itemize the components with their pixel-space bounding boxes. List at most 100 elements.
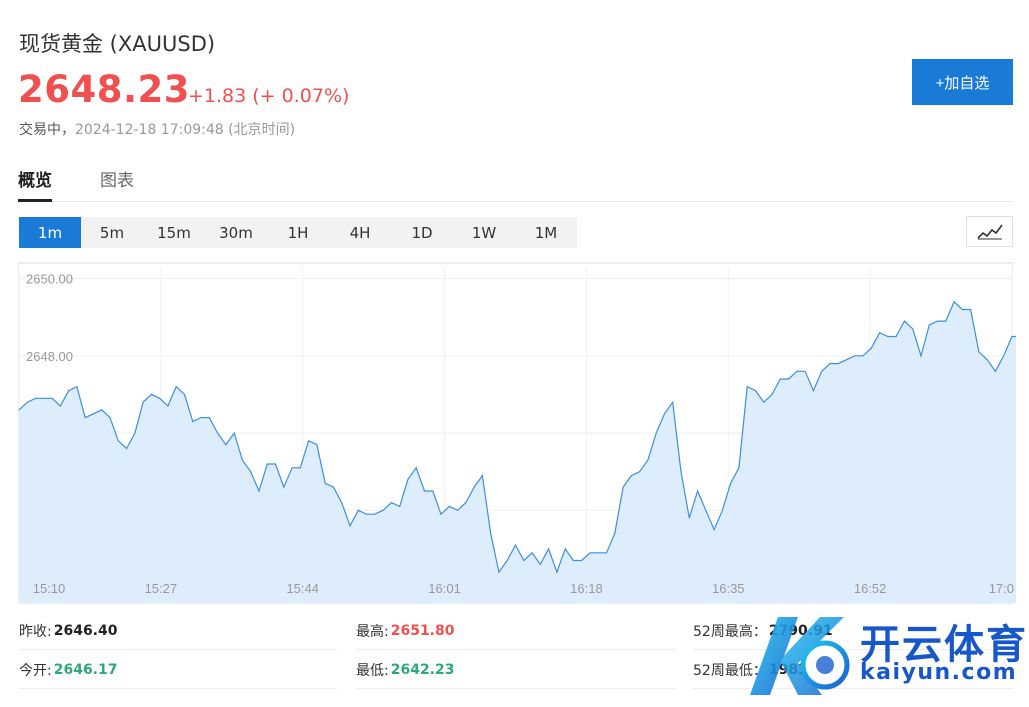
price-point [399, 505, 401, 507]
price-point [531, 552, 533, 554]
price-point [788, 378, 790, 380]
price-point [514, 544, 517, 546]
chart-type-button[interactable] [966, 216, 1013, 247]
price-point [498, 571, 500, 573]
period-1mo[interactable]: 1M [534, 223, 558, 242]
tab-chart[interactable]: 图表 [100, 171, 134, 191]
open-value: 2646.17 [53, 661, 118, 678]
price-point [746, 386, 748, 388]
price-point [688, 517, 690, 519]
period-30m[interactable]: 30m [219, 223, 253, 242]
price-point [895, 335, 897, 338]
price-point [117, 440, 119, 442]
price-point [250, 471, 252, 473]
prev-close-label: 昨收: [19, 623, 52, 640]
price-point [26, 401, 28, 403]
watermark-title: 开云体育 [860, 622, 1028, 668]
price-point [84, 417, 86, 419]
price-change: +1.83 (+ 0.07%) [188, 85, 350, 107]
stat-high: 最高: 2651.80 [356, 612, 676, 650]
price-point [440, 513, 442, 515]
price-point [854, 355, 856, 357]
price-point [771, 393, 773, 395]
current-price: 2648.23 [18, 68, 191, 111]
price-point [357, 509, 359, 511]
price-point [763, 401, 765, 403]
price-point [43, 397, 45, 399]
price-point [92, 413, 95, 415]
price-chart: 2650.002648.002646.002644.002642.0015:10… [18, 262, 1016, 604]
price-point [581, 559, 583, 562]
price-point [647, 459, 649, 461]
x-tick-label: 16:35 [712, 581, 745, 596]
price-point [705, 509, 707, 511]
price-point [506, 559, 508, 562]
low-value: 2642.23 [390, 661, 455, 678]
period-1m[interactable]: 1m [19, 217, 81, 248]
price-point [76, 386, 78, 388]
price-point [945, 320, 947, 322]
period-1d[interactable]: 1D [411, 223, 433, 242]
period-15m[interactable]: 15m [157, 223, 191, 242]
trading-status: 交易中，2024-12-18 17:09:48 (北京时间) [19, 119, 295, 139]
stat-low: 最低: 2642.23 [356, 651, 676, 689]
price-point [564, 548, 566, 550]
price-point [614, 532, 616, 535]
high-label: 最高: [356, 623, 389, 640]
add-watchlist-button[interactable]: +加自选 [912, 59, 1013, 105]
period-5m[interactable]: 5m [99, 223, 125, 242]
price-point [713, 529, 715, 531]
price-point [407, 478, 409, 480]
price-point [953, 301, 955, 303]
price-point [936, 320, 939, 322]
period-1h[interactable]: 1H [287, 223, 309, 242]
week52-low-label: 52周最低： [693, 662, 767, 679]
tab-overview[interactable]: 概览 [18, 166, 52, 202]
price-point [986, 359, 988, 361]
price-point [663, 413, 666, 415]
price-point [589, 552, 591, 554]
price-point [655, 432, 657, 434]
price-point [51, 397, 53, 399]
price-point [978, 351, 980, 353]
price-point [887, 335, 889, 338]
x-tick-label: 16:52 [854, 581, 887, 596]
price-point [308, 440, 310, 442]
price-point [754, 390, 757, 392]
price-point [812, 390, 815, 392]
stat-open: 今开: 2646.17 [19, 651, 337, 689]
price-point [837, 363, 839, 365]
price-point [183, 393, 186, 395]
price-point [862, 355, 864, 357]
y-tick-label: 2650.00 [26, 272, 73, 287]
price-point [672, 401, 674, 403]
price-point [233, 432, 235, 434]
price-point [804, 370, 806, 372]
period-4h[interactable]: 4H [349, 223, 371, 242]
price-point [432, 490, 434, 492]
price-point [597, 552, 599, 554]
price-chart-svg: 2650.002648.002646.002644.002642.0015:10… [18, 263, 1016, 604]
y-tick-label: 2648.00 [26, 349, 73, 364]
week52-high-label: 52周最高： [693, 623, 767, 640]
price-point [134, 432, 136, 434]
price-point [845, 359, 848, 361]
price-point [159, 397, 161, 399]
price-point [680, 471, 682, 473]
x-tick-label: 15:10 [33, 581, 66, 596]
period-1w[interactable]: 1W [471, 223, 497, 242]
price-point [382, 509, 384, 511]
price-point [961, 308, 963, 311]
price-point [374, 513, 376, 515]
stat-prev-close: 昨收: 2646.40 [19, 612, 337, 650]
price-point [928, 324, 930, 326]
price-point [324, 482, 326, 484]
price-point [605, 552, 608, 554]
price-point [142, 401, 144, 403]
price-point [365, 513, 368, 515]
x-tick-label: 16:18 [570, 581, 603, 596]
price-point [200, 417, 202, 419]
price-point [1011, 335, 1013, 338]
tab-bar: 概览 图表 [18, 166, 1013, 202]
price-point [349, 525, 351, 527]
